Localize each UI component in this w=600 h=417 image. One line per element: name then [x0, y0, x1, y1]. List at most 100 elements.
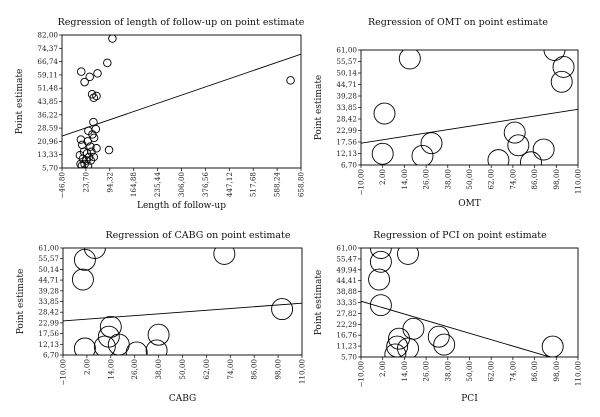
y-tick-label: 17,56 [38, 329, 59, 338]
y-tick-label: 22,99 [38, 318, 59, 327]
study-bubble [369, 248, 392, 259]
y-tick-label: 55,47 [336, 254, 357, 263]
study-bubble [80, 77, 89, 87]
study-bubble [543, 50, 566, 61]
y-tick-label: 82,00 [37, 31, 58, 40]
x-tick-label: 62,00 [487, 169, 496, 190]
study-bubble [373, 102, 396, 125]
study-bubble [398, 50, 421, 70]
y-tick-label: 55,57 [38, 254, 59, 263]
y-tick-label: 12,13 [38, 340, 59, 349]
x-tick-label: −10,00 [357, 169, 366, 196]
y-axis-label: Point estimate [15, 69, 25, 135]
study-bubble [487, 149, 510, 165]
study-bubble [369, 294, 392, 317]
x-tick-label: 74,00 [508, 361, 517, 382]
x-tick-label: 50,00 [465, 361, 474, 382]
y-tick-label: 38,88 [336, 287, 357, 296]
x-tick-label: 86,00 [250, 359, 259, 380]
regression-line [361, 300, 552, 357]
study-bubble [108, 35, 117, 43]
study-bubble [87, 147, 96, 157]
study-bubble [91, 124, 101, 134]
x-tick-label: 14,00 [400, 169, 409, 190]
study-bubble [92, 91, 101, 101]
y-tick-label: 6,70 [341, 161, 357, 170]
x-tick-label: 164,88 [129, 172, 138, 198]
x-axis-label: OMT [458, 199, 481, 209]
study-bubble [86, 142, 95, 151]
y-tick-label: 74,37 [37, 44, 58, 53]
x-tick-label: 62,00 [202, 359, 211, 380]
x-tick-label: 26,00 [422, 361, 431, 382]
y-tick-label: 44,71 [38, 276, 59, 285]
regression-line [62, 53, 301, 137]
study-bubble [503, 121, 526, 144]
chart-panel-1: Regression of length of follow-up on poi… [15, 17, 306, 211]
x-tick-label: 2,00 [378, 169, 387, 185]
study-bubble [73, 337, 96, 355]
y-tick-label: 22,29 [336, 320, 357, 329]
y-tick-label: 50,14 [38, 265, 59, 274]
plot-frame [61, 34, 302, 169]
y-tick-label: 13,33 [37, 150, 58, 159]
x-tick-label: 74,00 [226, 359, 235, 380]
study-bubble [402, 317, 425, 340]
y-tick-label: 33,85 [336, 103, 357, 112]
x-tick-label: 98,00 [552, 361, 561, 382]
x-tick-label: 26,00 [130, 359, 139, 380]
study-bubble [93, 335, 116, 355]
x-tick-label: 447,12 [225, 172, 234, 197]
y-tick-label: 61,00 [336, 46, 357, 55]
y-tick-label: 20,96 [37, 137, 58, 146]
chart-panel-2: Regression of OMT on point estimate 6,70 1… [314, 17, 583, 209]
x-tick-label: 98,00 [274, 359, 283, 380]
chart-title: Regression of OMT on point estimate [368, 17, 548, 28]
y-tick-label: 43,85 [37, 97, 58, 106]
study-bubble [384, 343, 407, 357]
x-tick-label: 26,00 [422, 169, 431, 190]
study-bubble [89, 133, 99, 143]
x-tick-label: 86,00 [530, 169, 539, 190]
y-tick-label: 6,70 [43, 351, 59, 360]
x-tick-label: 74,00 [508, 169, 517, 190]
x-tick-label: 23,70 [81, 172, 90, 193]
y-tick-label: 17,56 [336, 138, 357, 147]
x-tick-label: 588,24 [273, 172, 282, 198]
y-tick-label: 61,00 [336, 244, 357, 253]
study-bubble [420, 132, 443, 155]
study-bubble [552, 55, 575, 78]
regression-line [361, 108, 578, 144]
x-tick-label: 110,00 [298, 359, 307, 385]
study-bubble [213, 248, 236, 265]
x-tick-label: 98,00 [552, 169, 561, 190]
study-bubble [550, 70, 573, 93]
plot-area [63, 248, 302, 355]
y-tick-label: 16,76 [336, 331, 357, 340]
study-bubble [125, 341, 148, 355]
x-axis-label: PCI [461, 394, 478, 404]
study-bubble [83, 161, 93, 168]
y-tick-label: 44,71 [336, 80, 357, 89]
y-tick-label: 36,22 [37, 110, 58, 119]
y-axis-label: Point estimate [314, 270, 324, 336]
study-bubble [71, 268, 94, 291]
x-tick-label: 62,00 [487, 361, 496, 382]
y-tick-label: 51,48 [37, 84, 58, 93]
y-tick-label: 5,70 [341, 353, 357, 362]
y-tick-label: 28,42 [38, 308, 59, 317]
x-tick-label: 235,44 [153, 172, 162, 198]
study-bubble [89, 93, 99, 103]
y-axis-label: Point estimate [314, 75, 324, 141]
x-tick-label: 376,56 [201, 172, 210, 198]
study-bubble [369, 250, 392, 273]
y-tick-label: 44,41 [336, 276, 357, 285]
study-bubble [507, 134, 530, 157]
x-tick-label: 14,00 [400, 361, 409, 382]
study-bubble [89, 117, 98, 127]
x-tick-label: 2,00 [378, 361, 387, 377]
y-axis-label: Point estimate [16, 269, 26, 335]
study-bubble [520, 151, 542, 165]
study-bubble [77, 161, 87, 168]
x-tick-label: −10,00 [59, 359, 68, 386]
